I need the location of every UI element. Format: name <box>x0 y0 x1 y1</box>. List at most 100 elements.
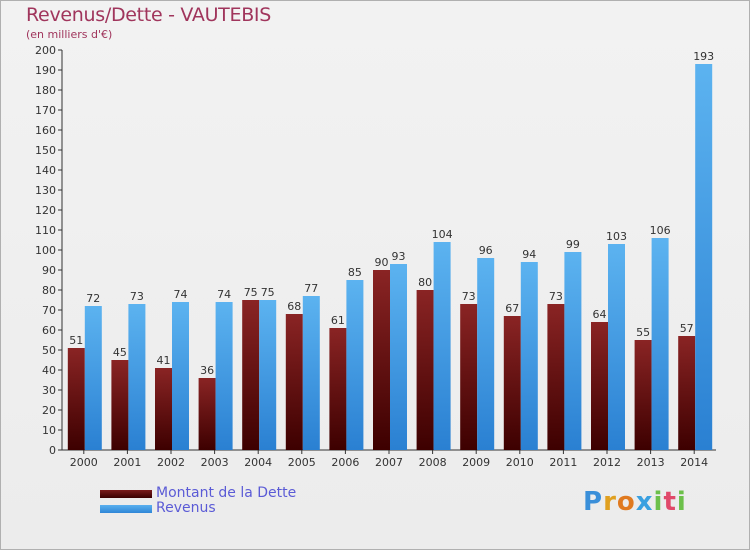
y-tick-label: 200 <box>35 44 56 57</box>
x-tick-label: 2003 <box>201 456 229 469</box>
bar-revenus <box>215 302 233 450</box>
bar-dette <box>591 322 608 450</box>
x-tick-label: 2000 <box>70 456 98 469</box>
y-tick-label: 100 <box>35 244 56 257</box>
bar-revenus <box>477 258 495 450</box>
y-tick-label: 0 <box>49 444 56 457</box>
bar-revenus <box>520 262 538 450</box>
bar-revenus <box>433 242 451 450</box>
data-label-revenus: 103 <box>606 230 627 243</box>
y-tick-label: 70 <box>42 304 56 317</box>
data-label-revenus: 75 <box>261 286 275 299</box>
proxiti-logo: Proxiti <box>583 487 687 517</box>
y-tick-label: 120 <box>35 204 56 217</box>
y-tick-label: 150 <box>35 144 56 157</box>
y-tick-label: 80 <box>42 284 56 297</box>
data-label-dette: 41 <box>157 354 171 367</box>
bar-dette <box>198 378 216 450</box>
y-tick-label: 110 <box>35 224 56 237</box>
bar-revenus <box>172 302 189 450</box>
y-tick-label: 40 <box>42 364 56 377</box>
bar-dette <box>329 328 347 450</box>
data-label-revenus: 74 <box>217 288 231 301</box>
data-label-revenus: 94 <box>522 248 536 261</box>
data-label-revenus: 74 <box>174 288 188 301</box>
x-tick-label: 2005 <box>288 456 316 469</box>
bar-revenus <box>390 264 407 450</box>
data-label-dette: 75 <box>244 286 258 299</box>
y-tick-label: 170 <box>35 104 56 117</box>
axes: 0 10 20 30 40 50 60 70 80 90 100 110 120 130 140 150 160… <box>35 44 716 469</box>
x-tick-label: 2002 <box>157 456 185 469</box>
bar-dette <box>242 300 260 450</box>
data-label-revenus: 104 <box>432 228 453 241</box>
y-tick-label: 190 <box>35 64 56 77</box>
x-tick-label: 2008 <box>419 456 447 469</box>
bar-revenus <box>695 64 713 450</box>
y-tick-label: 60 <box>42 324 56 337</box>
x-tick-label: 2001 <box>113 456 141 469</box>
bar-revenus <box>128 304 146 450</box>
x-tick-label: 2007 <box>375 456 403 469</box>
data-label-dette: 73 <box>462 290 476 303</box>
data-label-revenus: 72 <box>86 292 100 305</box>
bars <box>67 64 713 450</box>
bar-dette <box>373 270 390 450</box>
data-label-revenus: 77 <box>304 282 318 295</box>
legend-swatch-dette <box>100 489 152 498</box>
data-label-dette: 51 <box>69 334 83 347</box>
bar-dette <box>634 340 652 450</box>
bar-dette <box>155 368 172 450</box>
legend: Montant de la Dette Revenus <box>100 486 296 516</box>
bar-dette <box>460 304 478 450</box>
bar-revenus <box>608 244 625 450</box>
x-tick-label: 2006 <box>331 456 359 469</box>
x-tick-label: 2011 <box>549 456 577 469</box>
data-label-dette: 36 <box>200 364 214 377</box>
y-tick-label: 10 <box>42 424 56 437</box>
x-tick-label: 2004 <box>244 456 272 469</box>
data-label-revenus: 73 <box>130 290 144 303</box>
bar-revenus <box>346 280 364 450</box>
legend-item-revenus: Revenus <box>100 501 296 516</box>
legend-swatch-revenus <box>100 504 152 513</box>
y-tick-label: 20 <box>42 404 56 417</box>
data-label-dette: 57 <box>680 322 694 335</box>
data-label-revenus: 96 <box>479 244 493 257</box>
bar-dette <box>678 336 696 450</box>
legend-item-dette: Montant de la Dette <box>100 486 296 501</box>
data-label-dette: 68 <box>287 300 301 313</box>
data-label-dette: 55 <box>636 326 650 339</box>
legend-label-revenus: Revenus <box>156 500 216 516</box>
data-label-revenus: 85 <box>348 266 362 279</box>
bar-revenus <box>651 238 669 450</box>
bar-revenus <box>564 252 582 450</box>
y-tick-label: 90 <box>42 264 56 277</box>
chart-title: Revenus/Dette - VAUTEBIS <box>26 4 271 26</box>
x-tick-label: 2014 <box>680 456 708 469</box>
data-label-dette: 73 <box>549 290 563 303</box>
y-tick-label: 50 <box>42 344 56 357</box>
bar-revenus <box>259 300 277 450</box>
x-tick-label: 2012 <box>593 456 621 469</box>
y-tick-label: 140 <box>35 164 56 177</box>
bar-dette <box>503 316 521 450</box>
x-tick-label: 2013 <box>637 456 665 469</box>
data-label-dette: 80 <box>418 276 432 289</box>
bar-dette <box>547 304 565 450</box>
bar-revenus <box>302 296 320 450</box>
x-tick-label: 2010 <box>506 456 534 469</box>
data-label-revenus: 99 <box>566 238 580 251</box>
legend-label-dette: Montant de la Dette <box>156 485 297 501</box>
bar-dette <box>285 314 303 450</box>
data-label-dette: 45 <box>113 346 127 359</box>
data-label-revenus: 93 <box>392 250 406 263</box>
data-label-dette: 61 <box>331 314 345 327</box>
y-tick-label: 30 <box>42 384 56 397</box>
y-tick-label: 180 <box>35 84 56 97</box>
data-label-dette: 90 <box>375 256 389 269</box>
data-label-revenus: 106 <box>650 224 671 237</box>
x-tick-label: 2009 <box>462 456 490 469</box>
